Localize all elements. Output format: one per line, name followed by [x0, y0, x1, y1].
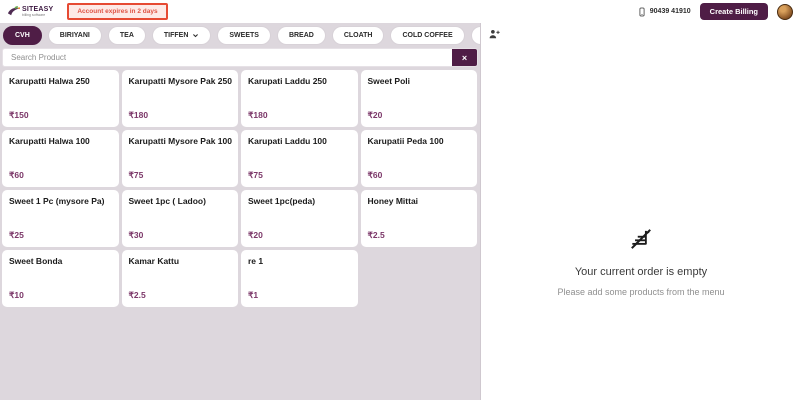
product-price: ₹1 — [248, 290, 259, 300]
product-name: re 1 — [248, 256, 264, 266]
tab-label: COLD COFFEE — [402, 32, 453, 39]
category-tabs: CVH BIRIYANI TEA TIFFEN SWEETS BREAD CLO… — [0, 23, 480, 46]
product-name: Sweet Bonda — [9, 256, 63, 266]
product-price: ₹30 — [128, 230, 144, 240]
logo-icon — [7, 6, 20, 16]
app-logo: SITEASY billing software — [7, 5, 53, 18]
product-card[interactable]: Karupatti Halwa 250 ₹150 — [2, 70, 119, 127]
tab-label: TEA — [119, 32, 134, 39]
product-name: Karupatti Halwa 250 — [9, 76, 90, 86]
product-name: Honey Mittai — [367, 196, 419, 206]
tab-label: BIRIYANI — [59, 32, 90, 39]
category-tab-cloath[interactable]: CLOATH — [331, 26, 385, 45]
brand-name: SITEASY — [22, 5, 54, 13]
category-tab-tea[interactable]: TEA — [107, 26, 146, 45]
tab-label: CLOATH — [343, 32, 373, 39]
order-panel: Your current order is empty Please add s… — [482, 23, 800, 400]
product-price: ₹10 — [9, 290, 24, 300]
tab-label: TIFFEN — [163, 32, 189, 39]
product-card[interactable]: Sweet 1pc ( Ladoo) ₹30 — [121, 190, 238, 247]
product-price: ₹2.5 — [367, 230, 385, 240]
product-name: Sweet 1pc ( Ladoo) — [128, 196, 206, 206]
empty-order-icon — [631, 229, 651, 249]
product-name: Sweet 1pc(peda) — [248, 196, 316, 206]
phone-number: 90439 41910 — [649, 8, 691, 15]
product-name: Karupatti Halwa 100 — [9, 136, 90, 146]
search-bar: × — [2, 48, 478, 67]
product-card[interactable]: Karupatii Peda 100 ₹60 — [360, 130, 477, 187]
account-expiry-warning: Account expires in 2 days — [67, 3, 168, 20]
category-tab-cvh[interactable]: CVH — [3, 26, 42, 45]
phone-icon — [639, 7, 645, 16]
support-phone: 90439 41910 — [637, 7, 691, 17]
top-bar: SITEASY billing software Account expires… — [0, 0, 800, 23]
category-tab-biriyani[interactable]: BIRIYANI — [47, 26, 102, 45]
product-card[interactable]: Karupatti Mysore Pak 100 ₹75 — [121, 130, 238, 187]
product-card[interactable]: Karupatti Halwa 100 ₹60 — [2, 130, 119, 187]
empty-order-title: Your current order is empty — [574, 266, 708, 278]
product-card[interactable]: Karupati Laddu 250 ₹180 — [241, 70, 358, 127]
product-name: Sweet Poli — [367, 76, 411, 86]
product-name: Karupati Laddu 250 — [248, 76, 327, 86]
product-price: ₹20 — [248, 230, 263, 240]
product-name: Karupatii Peda 100 — [367, 136, 444, 146]
product-card[interactable]: re 1 ₹1 — [241, 250, 358, 307]
category-tab-co[interactable]: CO — [470, 26, 480, 45]
chevron-down-icon — [193, 34, 199, 38]
brand-tagline: billing software — [22, 12, 46, 17]
product-card[interactable]: Karupatti Mysore Pak 250 ₹180 — [121, 70, 238, 127]
product-name: Karupatti Mysore Pak 250 — [128, 76, 232, 86]
product-price: ₹20 — [367, 110, 383, 120]
product-price: ₹180 — [128, 110, 149, 120]
product-price: ₹60 — [9, 170, 24, 180]
search-input[interactable] — [3, 49, 452, 66]
create-billing-button[interactable]: Create Billing — [699, 3, 768, 20]
product-grid: Karupatti Halwa 250 ₹150 Karupatti Mysor… — [0, 67, 480, 307]
category-tab-tiffen[interactable]: TIFFEN — [151, 26, 212, 45]
product-card[interactable]: Kamar Kattu ₹2.5 — [121, 250, 238, 307]
category-tab-cold-coffee[interactable]: COLD COFFEE — [390, 26, 465, 45]
user-avatar[interactable] — [777, 3, 793, 20]
add-customer-icon[interactable] — [488, 28, 501, 41]
product-card[interactable]: Sweet 1 Pc (mysore Pa) ₹25 — [2, 190, 119, 247]
tab-label: SWEETS — [229, 32, 259, 39]
product-price: ₹180 — [248, 110, 268, 120]
product-name: Kamar Kattu — [128, 256, 180, 266]
product-card[interactable]: Honey Mittai ₹2.5 — [360, 190, 477, 247]
product-card[interactable]: Sweet Bonda ₹10 — [2, 250, 119, 307]
product-card[interactable]: Sweet 1pc(peda) ₹20 — [241, 190, 358, 247]
product-name: Karupati Laddu 100 — [248, 136, 327, 146]
product-name: Karupatti Mysore Pak 100 — [128, 136, 232, 146]
product-price: ₹2.5 — [128, 290, 146, 300]
menu-panel: CVH BIRIYANI TEA TIFFEN SWEETS BREAD CLO… — [0, 23, 481, 400]
empty-order-subtitle: Please add some products from the menu — [557, 287, 725, 297]
product-name: Sweet 1 Pc (mysore Pa) — [9, 196, 105, 206]
product-card[interactable]: Karupati Laddu 100 ₹75 — [241, 130, 358, 187]
tab-label: BREAD — [288, 32, 314, 39]
category-tab-bread[interactable]: BREAD — [276, 26, 326, 45]
product-price: ₹75 — [128, 170, 144, 180]
category-tab-sweets[interactable]: SWEETS — [217, 26, 271, 45]
product-price: ₹150 — [9, 110, 29, 120]
clear-search-button[interactable]: × — [452, 49, 477, 66]
product-price: ₹25 — [9, 230, 24, 240]
product-card[interactable]: Sweet Poli ₹20 — [360, 70, 477, 127]
product-price: ₹75 — [248, 170, 263, 180]
tab-label: CVH — [15, 32, 30, 39]
product-price: ₹60 — [367, 170, 383, 180]
empty-order-state: Your current order is empty Please add s… — [482, 226, 800, 297]
